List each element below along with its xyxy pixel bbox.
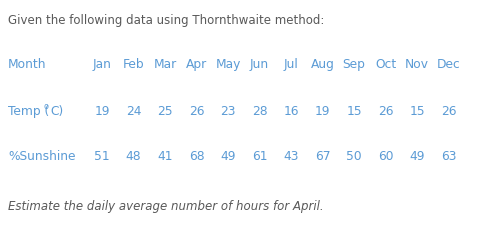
Text: 25: 25 [157, 105, 173, 118]
Text: 15: 15 [346, 105, 362, 118]
Text: 26: 26 [378, 105, 393, 118]
Text: Oct: Oct [375, 58, 396, 71]
Text: 50: 50 [346, 150, 362, 163]
Text: Feb: Feb [123, 58, 144, 71]
Text: 49: 49 [409, 150, 425, 163]
Text: 61: 61 [252, 150, 267, 163]
Text: 26: 26 [441, 105, 456, 118]
Text: 23: 23 [220, 105, 236, 118]
Text: Estimate the daily average number of hours for April.: Estimate the daily average number of hou… [8, 200, 323, 213]
Text: Sep: Sep [343, 58, 366, 71]
Text: Jul: Jul [284, 58, 299, 71]
Text: 63: 63 [441, 150, 456, 163]
Text: 28: 28 [251, 105, 267, 118]
Text: 60: 60 [378, 150, 393, 163]
Text: %Sunshine: %Sunshine [8, 150, 75, 163]
Text: 41: 41 [157, 150, 173, 163]
Text: 26: 26 [189, 105, 204, 118]
Text: 49: 49 [220, 150, 236, 163]
Text: Jun: Jun [250, 58, 269, 71]
Text: Given the following data using Thornthwaite method:: Given the following data using Thornthwa… [8, 14, 324, 27]
Text: May: May [215, 58, 241, 71]
Text: 15: 15 [409, 105, 425, 118]
Text: Dec: Dec [436, 58, 460, 71]
Text: 68: 68 [188, 150, 204, 163]
Text: 48: 48 [125, 150, 141, 163]
Text: Apr: Apr [186, 58, 207, 71]
Text: Temp (: Temp ( [8, 105, 49, 118]
Text: Nov: Nov [405, 58, 429, 71]
Text: 43: 43 [283, 150, 299, 163]
Text: Jan: Jan [93, 58, 112, 71]
Text: 19: 19 [315, 105, 330, 118]
Text: 16: 16 [283, 105, 299, 118]
Text: 51: 51 [94, 150, 110, 163]
Text: Aug: Aug [310, 58, 334, 71]
Text: o: o [44, 102, 49, 111]
Text: Month: Month [8, 58, 47, 71]
Text: 19: 19 [94, 105, 110, 118]
Text: 67: 67 [315, 150, 330, 163]
Text: 24: 24 [126, 105, 141, 118]
Text: Mar: Mar [153, 58, 177, 71]
Text: C): C) [50, 105, 63, 118]
